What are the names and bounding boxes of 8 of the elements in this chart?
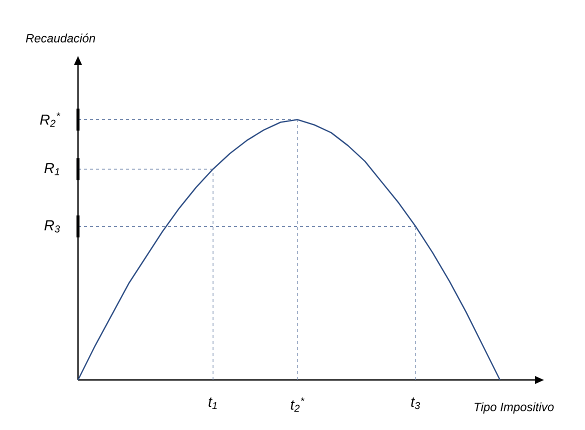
- ref-line-label: R$_{2}$*: [40, 112, 60, 127]
- x-tick-label: t$_{1}$: [208, 398, 217, 409]
- text: Recaudación: [26, 34, 96, 42]
- x-tick-label: t$_{3}$: [411, 398, 420, 410]
- ref-line-label: R$_{1}$: [44, 163, 60, 176]
- x-tick-label: t$_{2}$*: [290, 398, 304, 412]
- ref-line-label: R$_{3}$: [44, 220, 60, 232]
- x-axis-title: Tipo Impositivo: [474, 402, 554, 414]
